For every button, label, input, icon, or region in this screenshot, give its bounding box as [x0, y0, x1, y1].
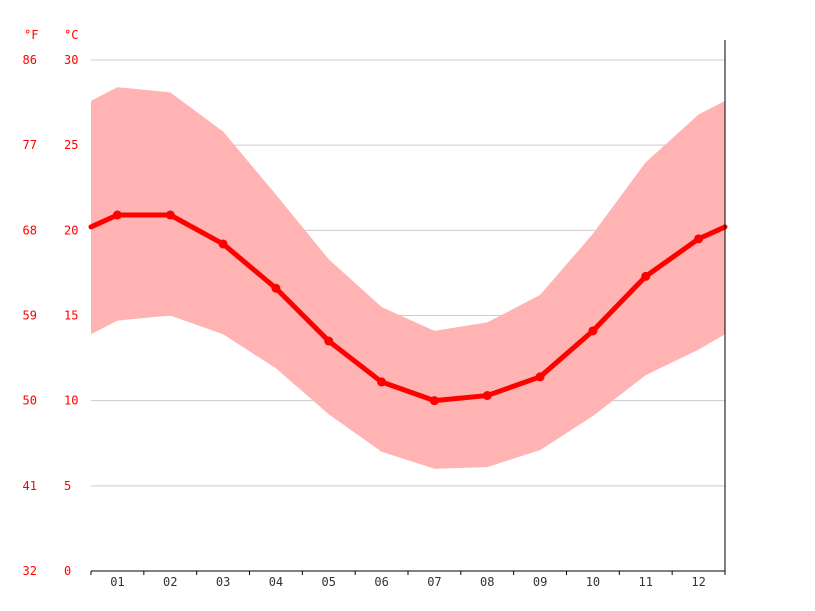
y-tick-label-f: 50	[23, 394, 37, 408]
y-tick-label-f: 41	[23, 479, 37, 493]
y-tick-label-f: 77	[23, 138, 37, 152]
y-tick-label-c: 30	[64, 53, 78, 67]
celsius-unit-label: °C	[64, 28, 78, 42]
data-point-09	[535, 372, 545, 382]
data-point-07	[429, 396, 439, 406]
average-temperature-points	[112, 210, 704, 406]
data-point-12	[694, 234, 704, 244]
data-point-04	[271, 283, 281, 293]
data-point-02	[165, 210, 175, 220]
axes	[90, 40, 726, 575]
y-tick-label-f: 59	[23, 309, 37, 323]
x-tick-label-08: 08	[480, 575, 494, 589]
x-tick-label-10: 10	[586, 575, 600, 589]
data-point-11	[641, 271, 651, 281]
y-tick-label-c: 25	[64, 138, 78, 152]
temperature-range-band	[91, 87, 725, 469]
x-tick-label-12: 12	[691, 575, 705, 589]
range-band-area	[91, 87, 725, 469]
x-tick-label-11: 11	[639, 575, 653, 589]
x-tick-label-07: 07	[427, 575, 441, 589]
y-tick-label-c: 0	[64, 564, 71, 578]
x-tick-labels: 01 02 03 04 05 06 07 08 09 10 11 12	[110, 575, 706, 589]
y-tick-labels: 86 30 77 25 68 20 59 15 50 10 41 5 32 0	[23, 53, 79, 578]
x-tick-label-04: 04	[269, 575, 283, 589]
x-tick-label-06: 06	[374, 575, 388, 589]
fahrenheit-unit-label: °F	[24, 28, 38, 42]
average-temperature-line	[88, 212, 728, 404]
y-tick-label-f: 32	[23, 564, 37, 578]
data-point-05	[324, 336, 334, 346]
data-point-10	[588, 326, 598, 336]
y-tick-label-f: 68	[23, 223, 37, 237]
x-tick-label-09: 09	[533, 575, 547, 589]
data-point-01	[112, 210, 122, 220]
y-tick-label-c: 10	[64, 394, 78, 408]
y-tick-label-c: 20	[64, 223, 78, 237]
data-point-03	[218, 239, 228, 249]
x-tick-label-02: 02	[163, 575, 177, 589]
y-tick-label-c: 15	[64, 309, 78, 323]
x-tick-label-01: 01	[110, 575, 124, 589]
y-tick-label-f: 86	[23, 53, 37, 67]
y-tick-label-c: 5	[64, 479, 71, 493]
x-tick-label-05: 05	[322, 575, 336, 589]
data-point-08	[482, 391, 492, 401]
x-tick-label-03: 03	[216, 575, 230, 589]
data-point-06	[377, 377, 387, 387]
average-line-path	[88, 212, 728, 404]
